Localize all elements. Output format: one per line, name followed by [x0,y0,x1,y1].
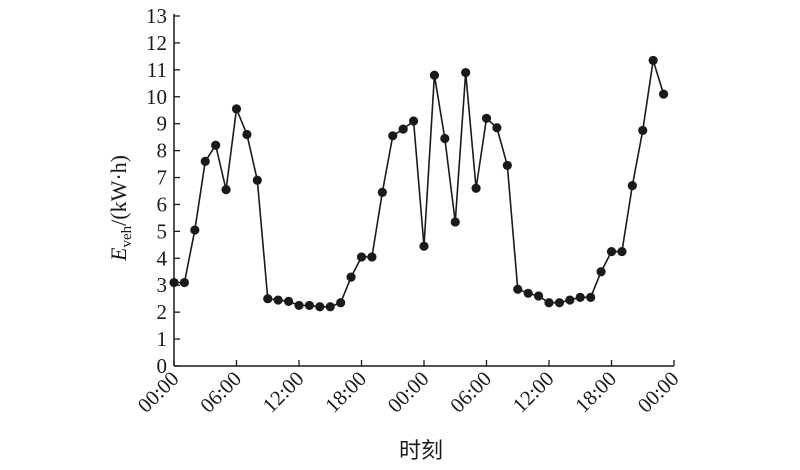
data-point [544,298,554,308]
y-tick-label: 10 [146,85,167,109]
y-tick-label: 3 [157,273,168,297]
data-point [648,55,658,66]
data-point [263,294,273,304]
y-tick-label: 2 [157,300,168,324]
data-point [315,302,325,312]
x-axis-ticks: 00:00 06:00 12:00 18:00 00:00 06:00 12:00 18:00… [133,360,684,417]
data-point [471,183,481,193]
data-point [179,277,190,288]
data-point [565,295,575,305]
y-tick-label: 8 [157,139,168,163]
x-tick-label: 18:00 [320,367,371,418]
data-point [513,284,523,294]
data-point [450,217,460,227]
y-axis-title-symbol: E [106,247,131,262]
x-tick-label: 12:00 [508,367,559,418]
data-point [377,187,387,197]
y-axis-title-subscript: veh [119,225,135,247]
y-tick-label: 11 [147,58,167,82]
data-point [606,246,617,257]
data-point [304,300,315,311]
data-point [440,133,450,144]
data-point [200,156,210,166]
x-tick-label: 06:00 [195,367,246,418]
y-tick-label: 1 [157,327,168,351]
x-tick-label: 06:00 [445,367,496,418]
data-point [575,292,585,302]
data-point [554,298,565,308]
data-point [481,113,492,123]
data-point [325,302,335,312]
data-point [523,288,533,298]
data-point [346,272,356,282]
data-point [502,160,512,171]
data-point [221,185,231,195]
data-point [294,300,304,311]
x-tick-label: 00:00 [133,367,184,418]
data-point [388,131,398,141]
y-tick-label: 4 [157,246,168,270]
plot-frame [173,14,674,367]
y-tick-label: 13 [146,4,167,28]
data-point [190,225,200,235]
data-point [367,252,377,262]
data-point [658,89,669,99]
x-tick-label: 00:00 [633,367,684,418]
data-point [283,296,294,306]
x-tick-label: 12:00 [258,367,309,418]
data-point [586,292,596,302]
data-point [429,70,440,80]
data-point [419,241,429,251]
data-point [461,67,471,78]
data-point [638,125,648,136]
data-point [169,277,179,288]
data-point [627,181,637,191]
y-axis-title: Eveh/(kW·h) [106,155,135,262]
y-tick-label: 7 [157,166,168,190]
y-tick-label: 5 [157,219,168,243]
data-point [617,246,627,257]
data-point [533,291,544,301]
data-point [336,298,346,308]
y-tick-label: 6 [157,192,168,216]
y-tick-label: 9 [157,112,168,136]
data-point [231,104,242,114]
data-point [273,295,283,305]
data-point [408,116,419,126]
x-axis-title: 时刻 [399,438,443,463]
data-point [398,124,408,134]
data-point [492,123,502,133]
x-tick-label: 18:00 [570,367,621,418]
data-point [252,175,262,185]
y-axis-title-unit: /(kW·h) [106,155,131,226]
x-tick-label: 00:00 [383,367,434,418]
data-point [211,140,221,150]
series-line [174,59,665,308]
y-tick-label: 0 [157,354,168,378]
y-tick-label: 12 [146,31,167,55]
series-group [169,55,669,312]
data-point [356,252,367,262]
data-point [242,129,252,140]
data-point [596,267,606,277]
